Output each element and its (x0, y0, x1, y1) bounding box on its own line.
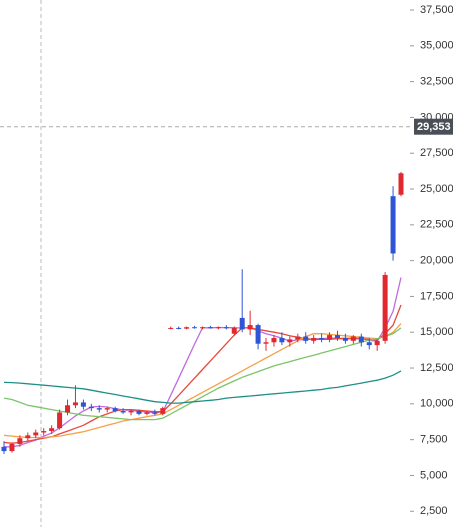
candle-body (192, 327, 198, 329)
candle-body (374, 340, 380, 346)
y-tick-label: 2,500 (420, 505, 448, 517)
candle-body (207, 327, 213, 329)
candle-body (72, 402, 78, 406)
candle-body (358, 336, 364, 343)
candle-body (366, 342, 372, 346)
candle-body (65, 405, 71, 413)
candle-body (57, 412, 63, 429)
candle-body (319, 337, 325, 340)
candle-body (342, 337, 348, 341)
candle-body (295, 336, 301, 340)
candle-body (152, 412, 158, 414)
candle-body (287, 339, 293, 343)
price-marker-label: 29,353 (417, 121, 451, 133)
y-tick-label: 7,500 (420, 434, 448, 446)
candle-body (128, 411, 134, 413)
candle-body (1, 446, 7, 452)
candle-body (247, 325, 253, 330)
candle-body (25, 435, 31, 439)
candle-body (271, 337, 277, 343)
candle-body (80, 402, 86, 407)
y-tick-label: 5,000 (420, 469, 448, 481)
candle-body (255, 325, 261, 344)
candle-body (120, 411, 126, 413)
y-tick-label: 22,500 (420, 219, 453, 231)
candle-body (88, 406, 94, 409)
moving-average-line (3, 327, 402, 421)
y-tick-label: 12,500 (420, 362, 453, 374)
price-marker-box (414, 118, 453, 135)
candle-body (136, 411, 142, 414)
candle-body (398, 173, 404, 195)
candle-body (176, 327, 182, 329)
moving-average-line (3, 370, 402, 404)
candle-body (168, 327, 174, 329)
candle-body (215, 327, 221, 329)
moving-average-line (3, 304, 402, 444)
candle-body (200, 327, 205, 329)
y-tick-label: 32,500 (420, 76, 453, 88)
candle-body (104, 408, 110, 410)
y-tick-label: 20,000 (420, 255, 453, 267)
candle-body (223, 327, 229, 329)
candle-body (327, 335, 333, 340)
candle-body (33, 432, 39, 436)
candle-body (263, 342, 269, 344)
candle-body (112, 408, 118, 412)
y-tick-label: 25,000 (420, 183, 453, 195)
y-axis: 2,500 5,000 7,500 10,000 12,500 15,000 17,500 2… (410, 4, 453, 517)
candle-body (390, 196, 396, 254)
y-tick-label: 17,500 (420, 290, 453, 302)
y-tick-label: 27,500 (420, 147, 453, 159)
candle-body (279, 337, 285, 343)
y-tick-label: 10,000 (420, 398, 453, 410)
candle-body (41, 431, 47, 433)
candle-body (184, 327, 190, 329)
candle-body (239, 317, 245, 330)
y-tick-label: 35,000 (420, 40, 453, 52)
candle-body (350, 336, 356, 341)
moving-average-line (4, 277, 402, 448)
candle-body (96, 408, 102, 410)
y-tick-label: 15,000 (420, 326, 453, 338)
candle-body (311, 337, 317, 341)
candle-body (231, 327, 237, 334)
candle-body (49, 428, 55, 432)
candle-body (334, 335, 340, 338)
moving-average-line (3, 323, 402, 439)
candle-body (9, 443, 15, 452)
candle-body (382, 274, 388, 341)
y-tick-label: 37,500 (420, 4, 453, 16)
candle-body (303, 336, 309, 341)
candle-body (160, 408, 166, 414)
plot-area (0, 126, 410, 454)
candle-body (17, 438, 23, 444)
candle-body (144, 412, 150, 414)
